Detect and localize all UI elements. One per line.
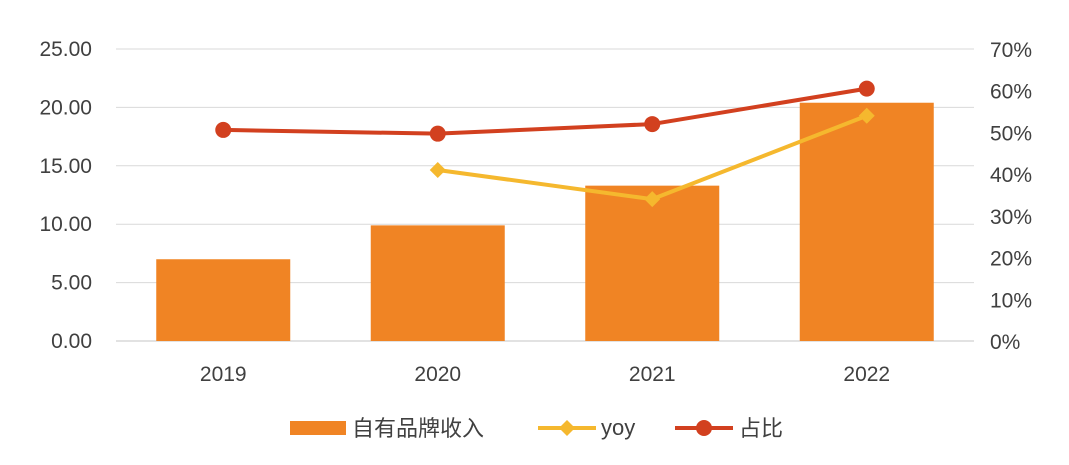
legend-label: yoy (601, 415, 635, 440)
bar (370, 225, 505, 341)
legend-label: 占比 (739, 416, 783, 441)
bar (585, 185, 720, 341)
bar (156, 259, 291, 341)
data-point (644, 191, 661, 208)
left-axis-tick-label: 25.00 (39, 38, 92, 61)
legend-marker-circle (696, 420, 712, 436)
data-point (429, 125, 446, 142)
left-axis-tick-label: 5.00 (51, 272, 92, 295)
legend-marker-diamond (559, 420, 575, 436)
right-axis-tick-label: 60% (990, 81, 1032, 104)
legend-label: 自有品牌收入 (352, 416, 484, 441)
left-axis-tick-labels: 0.00 5.00 10.00 15.00 20.00 25.00 (39, 38, 92, 353)
legend: 自有品牌收入 yoy 占比 (290, 415, 783, 441)
right-axis-tick-label: 50% (990, 122, 1032, 145)
data-point (858, 107, 875, 124)
x-axis-tick-label: 2019 (200, 363, 247, 386)
legend-swatch-bar (290, 421, 346, 435)
right-axis-tick-label: 40% (990, 164, 1032, 187)
left-axis-tick-label: 20.00 (39, 96, 92, 119)
data-point (858, 80, 875, 97)
x-axis-tick-label: 2021 (629, 363, 676, 386)
series-line (223, 86, 868, 136)
right-axis-tick-label: 30% (990, 206, 1032, 229)
data-point (429, 161, 446, 178)
line-series (215, 80, 875, 208)
data-point (644, 116, 661, 133)
left-axis-tick-label: 15.00 (39, 155, 92, 178)
right-axis-tick-label: 0% (990, 331, 1020, 354)
right-axis-tick-label: 10% (990, 289, 1032, 312)
data-point (215, 121, 232, 138)
right-axis-tick-label: 70% (990, 39, 1032, 62)
bar-series (156, 102, 934, 341)
right-axis-tick-labels: 0% 10% 20% 30% 40% 50% 60% 70% (990, 39, 1032, 354)
left-axis-tick-label: 0.00 (51, 330, 92, 353)
left-axis-tick-label: 10.00 (39, 213, 92, 236)
right-axis-tick-label: 20% (990, 248, 1032, 271)
x-axis-tick-label: 2022 (843, 363, 890, 386)
bar (799, 102, 934, 341)
x-axis-tick-label: 2020 (414, 363, 461, 386)
x-axis-tick-labels: 2019 2020 2021 2022 (200, 363, 890, 386)
